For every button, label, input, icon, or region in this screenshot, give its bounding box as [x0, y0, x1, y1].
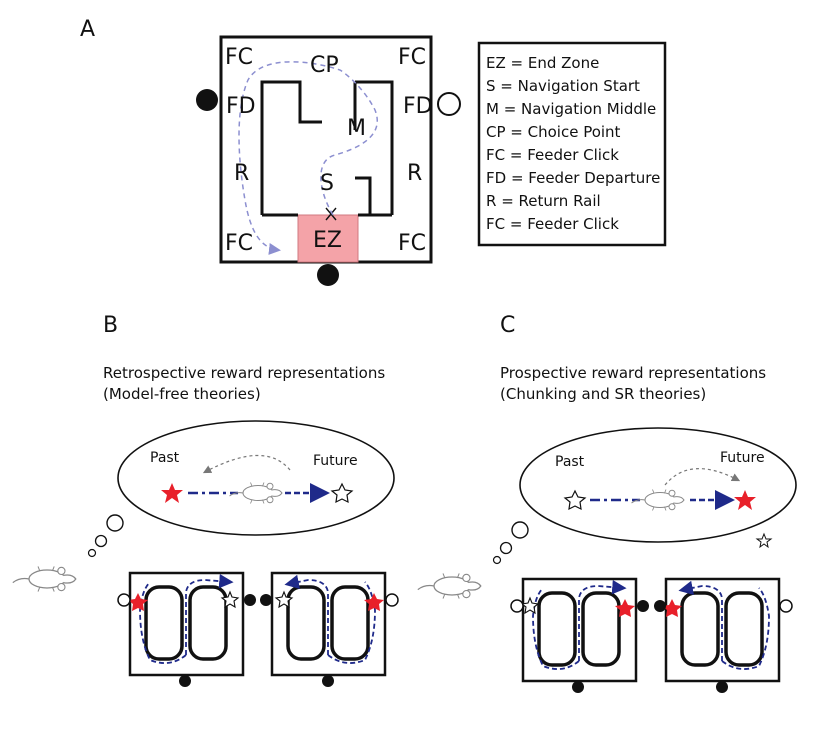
- label-cp: CP: [310, 53, 339, 78]
- label-m: M: [347, 116, 366, 141]
- reward-star-open: [520, 596, 540, 615]
- feeder-left-filled: [196, 89, 218, 111]
- legend-item: FC = Feeder Click: [486, 146, 619, 164]
- label-r-left: R: [234, 161, 249, 186]
- reward-star-open: [330, 482, 354, 504]
- thought-bubble-c: Past Future: [492, 427, 797, 565]
- past-label-b: Past: [150, 450, 180, 466]
- start-marker: [325, 207, 337, 221]
- reward-star-red: [128, 593, 148, 611]
- maze-b2: [260, 571, 399, 687]
- panel-c-label: C: [500, 313, 515, 338]
- legend-item: FD = Feeder Departure: [486, 169, 660, 187]
- maze-c1: [510, 577, 649, 693]
- end-zone-box: [297, 214, 359, 263]
- maze-wall-left: [260, 80, 322, 215]
- legend-item: M = Navigation Middle: [486, 100, 656, 118]
- maze-b1: [117, 571, 256, 687]
- reward-star-open: [563, 489, 587, 511]
- feeder-bottom-filled: [317, 264, 339, 286]
- reward-star-open: [755, 532, 773, 549]
- reward-star-red: [615, 599, 635, 617]
- future-label-b: Future: [313, 453, 358, 469]
- panel-b-label: B: [103, 313, 118, 338]
- maze-c2: [654, 577, 793, 693]
- mouse-icon: [417, 572, 482, 600]
- legend-item: R = Return Rail: [486, 192, 601, 210]
- label-fc-bottom-right: FC: [398, 231, 426, 256]
- legend-box: EZ = End Zone S = Navigation Start M = N…: [477, 41, 667, 247]
- legend-item: EZ = End Zone: [486, 54, 599, 72]
- future-label-c: Future: [720, 450, 765, 466]
- maze-diagram: FC CP FC FD FD M R R S FC EZ FC: [196, 35, 461, 286]
- label-s: S: [320, 171, 334, 196]
- reward-star-open: [220, 590, 240, 609]
- panel-c-subtitle: (Chunking and SR theories): [500, 385, 706, 403]
- past-label-c: Past: [555, 454, 585, 470]
- panel-a-label: A: [80, 17, 95, 42]
- reward-star-red: [734, 490, 756, 510]
- legend-item: S = Navigation Start: [486, 77, 640, 95]
- legend-item: CP = Choice Point: [486, 123, 621, 141]
- label-fc-top-right: FC: [398, 45, 426, 70]
- panel-b-subtitle: (Model-free theories): [103, 385, 261, 403]
- reward-star-red: [364, 593, 384, 611]
- label-fc-bottom-left: FC: [225, 231, 253, 256]
- thought-bubble-b: Past Future: [87, 420, 395, 558]
- label-fd-left: FD: [226, 94, 256, 119]
- panel-b-title: Retrospective reward representations: [103, 364, 385, 382]
- label-fc-top-left: FC: [225, 45, 253, 70]
- maze-wall-center: [353, 82, 372, 215]
- maze-wall-right: [355, 80, 394, 215]
- panel-c-title: Prospective reward representations: [500, 364, 766, 382]
- reward-star-open: [274, 590, 294, 609]
- legend-item: FC = Feeder Click: [486, 215, 619, 233]
- label-ez: EZ: [313, 228, 342, 253]
- mouse-icon: [12, 565, 77, 593]
- feeder-right-open: [437, 92, 461, 116]
- reward-star-red: [161, 483, 183, 503]
- label-r-right: R: [407, 161, 422, 186]
- label-fd-right: FD: [403, 94, 433, 119]
- reward-star-red: [662, 599, 682, 617]
